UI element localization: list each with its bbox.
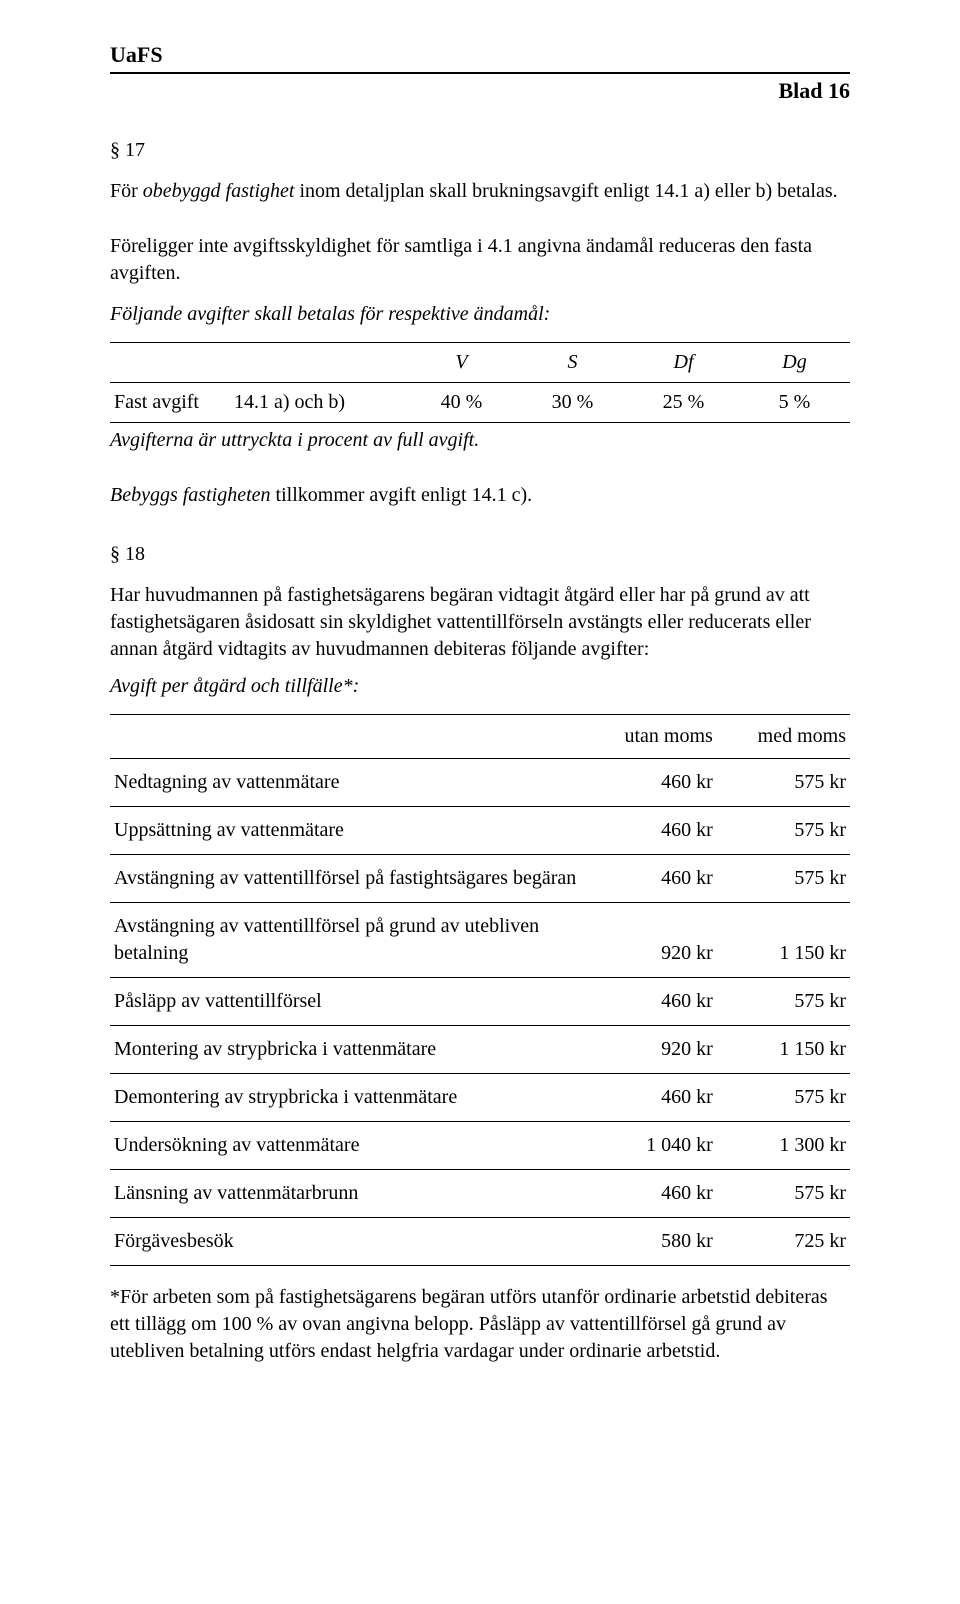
s18-row-a: 460 kr xyxy=(584,1170,717,1218)
s18-row-desc: Uppsättning av vattenmätare xyxy=(110,807,584,855)
page-header: UaFS Blad 16 xyxy=(110,40,850,105)
s17-p4-b: tillkommer avgift enligt 14.1 c). xyxy=(271,484,533,506)
s18-row-a: 580 kr xyxy=(584,1218,717,1266)
s18-row-a: 920 kr xyxy=(584,1026,717,1074)
s18-row-desc: Länsning av vattenmätarbrunn xyxy=(110,1170,584,1218)
s17-below-table: Avgifterna är uttryckta i procent av ful… xyxy=(110,427,850,454)
s18-row-desc: Förgävesbesök xyxy=(110,1218,584,1266)
s17-paragraph-4: Bebyggs fastigheten tillkommer avgift en… xyxy=(110,482,850,509)
table-row: Demontering av strypbricka i vattenmätar… xyxy=(110,1074,850,1122)
s17-table-data-row: Fast avgift 14.1 a) och b) 40 % 30 % 25 … xyxy=(110,383,850,423)
s18-th-utan: utan moms xyxy=(584,715,717,759)
s17-th-df: Df xyxy=(628,343,739,383)
s18-row-desc: Montering av strypbricka i vattenmätare xyxy=(110,1026,584,1074)
s17-p1-c: inom detaljplan skall brukningsavgift en… xyxy=(294,180,837,202)
s17-val-s: 30 % xyxy=(517,383,628,423)
s17-row-label-b: 14.1 a) och b) xyxy=(234,391,345,413)
table-row: Montering av strypbricka i vattenmätare … xyxy=(110,1026,850,1074)
s18-row-desc: Demontering av strypbricka i vattenmätar… xyxy=(110,1074,584,1122)
s18-row-desc: Avstängning av vattentillförsel på grund… xyxy=(110,903,584,978)
s18-row-b: 1 150 kr xyxy=(717,1026,850,1074)
s18-row-b: 725 kr xyxy=(717,1218,850,1266)
table-row: Avstängning av vattentillförsel på fasti… xyxy=(110,855,850,903)
s17-paragraph-1: För obebyggd fastighet inom detaljplan s… xyxy=(110,178,850,205)
s18-row-desc: Påsläpp av vattentillförsel xyxy=(110,978,584,1026)
s18-row-a: 460 kr xyxy=(584,978,717,1026)
table-row: Avstängning av vattentillförsel på grund… xyxy=(110,903,850,978)
s18-row-a: 460 kr xyxy=(584,1074,717,1122)
table-row: Uppsättning av vattenmätare 460 kr 575 k… xyxy=(110,807,850,855)
table-row: Undersökning av vattenmätare 1 040 kr 1 … xyxy=(110,1122,850,1170)
s17-th-s: S xyxy=(517,343,628,383)
s18-th-blank xyxy=(110,715,584,759)
s17-paragraph-2: Föreligger inte avgiftsskyldighet för sa… xyxy=(110,233,850,287)
s17-paragraph-3: Följande avgifter skall betalas för resp… xyxy=(110,301,850,328)
s18-th-med: med moms xyxy=(717,715,850,759)
s18-row-a: 460 kr xyxy=(584,855,717,903)
s18-row-desc: Undersökning av vattenmätare xyxy=(110,1122,584,1170)
s18-row-desc: Nedtagning av vattenmätare xyxy=(110,759,584,807)
header-right: Blad 16 xyxy=(110,76,850,106)
s17-th-blank xyxy=(110,343,406,383)
s18-row-b: 1 300 kr xyxy=(717,1122,850,1170)
table-row: Nedtagning av vattenmätare 460 kr 575 kr xyxy=(110,759,850,807)
s18-paragraph-1: Har huvudmannen på fastighetsägarens beg… xyxy=(110,582,850,663)
header-left: UaFS xyxy=(110,40,850,74)
section-17-number: § 17 xyxy=(110,137,850,164)
s17-th-dg: Dg xyxy=(739,343,850,383)
s18-row-b: 1 150 kr xyxy=(717,903,850,978)
s18-row-b: 575 kr xyxy=(717,759,850,807)
s18-row-b: 575 kr xyxy=(717,1074,850,1122)
section-18-number: § 18 xyxy=(110,541,850,568)
s17-th-v: V xyxy=(406,343,517,383)
s18-row-a: 1 040 kr xyxy=(584,1122,717,1170)
s18-row-a: 460 kr xyxy=(584,759,717,807)
page: UaFS Blad 16 § 17 För obebyggd fastighet… xyxy=(0,0,960,1425)
s18-table: utan moms med moms Nedtagning av vattenm… xyxy=(110,714,850,1266)
s17-p1-a: För xyxy=(110,180,143,202)
s17-row-label-a: Fast avgift xyxy=(114,391,199,413)
s17-p4-a: Bebyggs fastigheten xyxy=(110,484,271,506)
s18-table-body: Nedtagning av vattenmätare 460 kr 575 kr… xyxy=(110,759,850,1266)
table-row: Förgävesbesök 580 kr 725 kr xyxy=(110,1218,850,1266)
s18-row-a: 460 kr xyxy=(584,807,717,855)
s17-val-df: 25 % xyxy=(628,383,739,423)
s17-row-label: Fast avgift 14.1 a) och b) xyxy=(110,383,406,423)
s17-table: V S Df Dg Fast avgift 14.1 a) och b) 40 … xyxy=(110,342,850,423)
s18-row-desc: Avstängning av vattentillförsel på fasti… xyxy=(110,855,584,903)
s18-paragraph-2: Avgift per åtgärd och tillfälle*: xyxy=(110,673,850,700)
s18-row-b: 575 kr xyxy=(717,855,850,903)
s18-row-a: 920 kr xyxy=(584,903,717,978)
s17-table-header-row: V S Df Dg xyxy=(110,343,850,383)
s18-footnote: *För arbeten som på fastighetsägarens be… xyxy=(110,1284,850,1365)
table-row: Påsläpp av vattentillförsel 460 kr 575 k… xyxy=(110,978,850,1026)
table-row: Länsning av vattenmätarbrunn 460 kr 575 … xyxy=(110,1170,850,1218)
s18-row-b: 575 kr xyxy=(717,807,850,855)
s17-val-v: 40 % xyxy=(406,383,517,423)
s17-p1-b: obebyggd fastighet xyxy=(143,180,295,202)
s18-row-b: 575 kr xyxy=(717,978,850,1026)
s18-table-header-row: utan moms med moms xyxy=(110,715,850,759)
s18-row-b: 575 kr xyxy=(717,1170,850,1218)
s17-val-dg: 5 % xyxy=(739,383,850,423)
